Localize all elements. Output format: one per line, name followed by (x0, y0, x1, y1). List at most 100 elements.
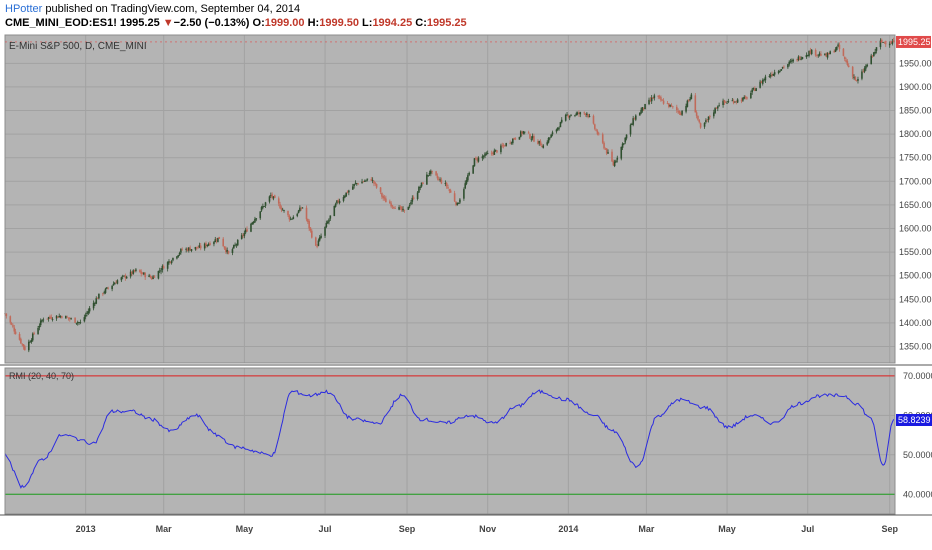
rmi-panel[interactable] (5, 368, 895, 514)
candle-body (13, 327, 16, 332)
candle-body (197, 247, 199, 249)
candle-body (697, 115, 699, 120)
candle-body (371, 179, 374, 181)
price-tick-label: 1500.00 (899, 271, 932, 281)
candle-body (5, 313, 8, 317)
candle-body (722, 100, 724, 106)
candle-body (180, 249, 182, 253)
candle-body (836, 46, 838, 50)
candle-body (51, 319, 54, 321)
published-text: published on TradingView.com, September … (45, 3, 301, 15)
candle-body (234, 244, 236, 246)
candle-body (251, 222, 254, 225)
candle-body (314, 237, 317, 246)
candle-body (209, 242, 211, 245)
candle-body (579, 112, 582, 115)
candle-body (640, 109, 642, 114)
candle-body (694, 95, 697, 113)
candle-body (862, 71, 865, 73)
candle-body (570, 115, 572, 116)
candle-body (299, 207, 301, 212)
candle-body (792, 59, 794, 62)
candle-body (440, 179, 443, 184)
candle-body (58, 315, 61, 318)
candle-body (578, 112, 580, 115)
candle-body (805, 55, 808, 58)
candle-body (12, 325, 14, 327)
candle-body (189, 247, 191, 251)
candle-body (851, 66, 854, 77)
candle-body (325, 222, 328, 227)
candle-body (826, 52, 829, 58)
candle-body (254, 218, 256, 223)
price-candles (4, 37, 895, 353)
candle-body (549, 137, 551, 139)
candle-body (120, 277, 123, 281)
candle-body (542, 145, 545, 148)
symbol-name: CME_MINI_EOD:ES1! (5, 17, 117, 29)
candle-body (373, 180, 375, 184)
candle-body (810, 49, 813, 55)
candle-body (103, 292, 105, 294)
candle-body (632, 118, 634, 125)
candle-body (161, 265, 164, 270)
candle-body (419, 187, 422, 188)
candle-body (333, 205, 336, 217)
candle-body (132, 270, 135, 274)
candle-body (86, 312, 88, 314)
price-tick-label: 1950.00 (899, 58, 932, 68)
candle-body (504, 145, 506, 147)
candle-body (500, 145, 502, 153)
candle-body (448, 189, 451, 191)
candle-body (435, 171, 437, 176)
x-tick-label: 2013 (76, 524, 96, 534)
candle-body (652, 98, 654, 100)
candle-body (214, 239, 217, 243)
chart-area[interactable]: 2013 Mar May Jul Sep Nov 2014 Mar May Jul Sep 1350.… (0, 32, 932, 550)
candle-body (398, 207, 400, 210)
candle-body (190, 249, 193, 252)
candle-body (399, 207, 402, 209)
candle-body (198, 245, 201, 248)
author-link[interactable]: HPotter (5, 3, 43, 15)
candle-body (268, 196, 271, 202)
candle-body (522, 131, 525, 134)
candle-body (420, 182, 423, 187)
candle-body (769, 74, 772, 77)
x-tick-label: Jul (319, 524, 332, 534)
candle-body (863, 68, 866, 72)
candle-body (67, 317, 70, 319)
candle-body (9, 316, 12, 323)
candle-body (607, 152, 609, 154)
candle-body (324, 226, 326, 236)
candle-body (370, 179, 373, 181)
candle-body (149, 276, 152, 278)
candle-body (59, 316, 62, 317)
candle-body (613, 161, 616, 167)
candle-body (352, 186, 354, 190)
candle-body (485, 153, 488, 155)
candle-body (41, 320, 43, 322)
x-tick-label: Mar (156, 524, 173, 534)
price-tick-label: 1700.00 (899, 176, 932, 186)
candle-body (772, 74, 775, 76)
candle-body (477, 157, 480, 162)
candle-body (820, 53, 822, 56)
candle-body (172, 257, 174, 261)
candle-body (271, 194, 273, 198)
price-panel[interactable] (5, 35, 895, 363)
candle-body (143, 272, 145, 275)
candle-body (178, 252, 181, 255)
candle-body (616, 157, 619, 160)
candle-body (781, 67, 784, 69)
x-tick-label: May (718, 524, 736, 534)
candle-body (834, 49, 837, 52)
candle-body (153, 276, 156, 278)
candle-body (28, 341, 30, 351)
candle-body (68, 317, 71, 320)
candle-body (456, 202, 459, 206)
candle-body (133, 270, 136, 272)
candle-body (550, 134, 552, 138)
candle-body (326, 221, 329, 224)
candle-body (226, 249, 228, 253)
